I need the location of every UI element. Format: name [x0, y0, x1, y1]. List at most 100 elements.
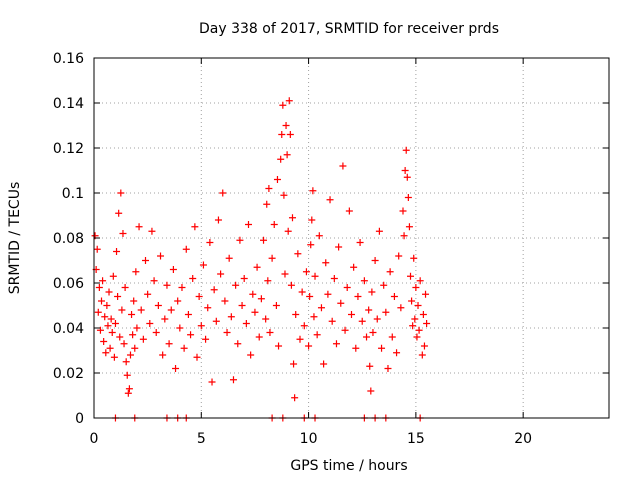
data-point	[399, 207, 407, 215]
data-point	[101, 313, 109, 321]
y-tick-label: 0.14	[53, 96, 84, 112]
data-point	[174, 297, 182, 305]
data-point	[260, 236, 268, 244]
data-point	[182, 245, 190, 253]
data-point	[415, 326, 423, 334]
data-point	[287, 281, 295, 289]
data-point	[395, 252, 403, 260]
data-point	[119, 230, 127, 237]
data-point	[371, 257, 379, 264]
data-point	[326, 196, 334, 204]
data-point	[148, 227, 156, 235]
data-point	[234, 340, 242, 348]
data-point	[169, 266, 177, 273]
data-point	[187, 331, 195, 339]
data-point	[249, 290, 257, 298]
data-point	[315, 232, 323, 240]
data-point	[114, 293, 122, 300]
data-point	[354, 293, 362, 300]
data-point	[232, 281, 240, 289]
data-point	[157, 252, 165, 260]
y-tick-label: 0.1	[62, 186, 84, 202]
data-point	[306, 293, 314, 300]
data-point	[277, 155, 285, 163]
data-point	[268, 254, 276, 262]
y-tick-label: 0.12	[53, 141, 84, 157]
data-point	[328, 317, 336, 325]
data-point	[358, 317, 366, 325]
y-tick-label: 0.06	[53, 276, 84, 292]
data-point	[221, 297, 229, 305]
data-point	[229, 376, 237, 384]
data-point	[400, 232, 408, 240]
data-point	[219, 189, 227, 197]
chart-title: Day 338 of 2017, SRMTID for receiver prd…	[199, 21, 499, 37]
x-tick-label: 20	[514, 431, 532, 447]
data-point	[142, 257, 149, 264]
data-point	[139, 335, 147, 343]
data-point	[419, 311, 427, 318]
data-point	[263, 200, 271, 208]
y-tick-label: 0	[75, 411, 84, 427]
data-point	[282, 122, 290, 129]
data-point	[118, 306, 126, 314]
data-point	[247, 351, 255, 359]
data-point	[367, 387, 375, 395]
data-point	[262, 315, 270, 323]
data-point	[360, 277, 368, 285]
data-point	[163, 281, 171, 289]
data-point	[343, 284, 351, 291]
data-point	[311, 272, 319, 280]
data-point	[337, 299, 345, 307]
data-point	[133, 324, 141, 332]
data-point	[214, 216, 222, 224]
data-point	[294, 250, 302, 258]
data-point	[132, 268, 140, 276]
data-point	[130, 297, 138, 305]
data-point	[407, 272, 415, 280]
data-point	[345, 207, 353, 215]
data-point	[144, 290, 152, 298]
data-point	[105, 288, 113, 296]
data-point	[95, 284, 103, 291]
data-point	[242, 320, 250, 327]
data-point	[104, 322, 112, 330]
data-point	[103, 302, 111, 309]
data-point	[363, 333, 371, 341]
data-point	[206, 239, 214, 246]
data-point	[310, 313, 318, 321]
y-tick-label: 0.16	[53, 51, 84, 67]
data-point	[278, 131, 286, 138]
data-point	[146, 320, 154, 327]
data-point	[93, 245, 101, 253]
data-point	[409, 322, 417, 330]
data-point	[129, 331, 137, 339]
data-point	[386, 268, 394, 276]
y-tick-label: 0.08	[53, 231, 84, 247]
data-point	[197, 322, 205, 330]
data-point	[341, 326, 349, 334]
data-point	[204, 304, 212, 312]
data-point	[322, 259, 330, 267]
data-point	[94, 308, 102, 316]
data-point	[172, 365, 180, 372]
data-point	[270, 221, 278, 228]
y-axis-label: SRMTID / TECUs	[7, 182, 23, 295]
data-point	[335, 243, 343, 251]
grid-lines	[94, 58, 609, 418]
data-point	[240, 275, 248, 282]
data-point	[121, 284, 129, 291]
plot-frame	[93, 57, 610, 419]
data-point	[120, 340, 128, 348]
data-point	[193, 353, 201, 361]
data-point	[330, 275, 338, 282]
data-point	[410, 254, 418, 262]
data-point	[307, 241, 315, 249]
data-point	[107, 315, 115, 323]
data-point	[296, 335, 304, 343]
data-point	[412, 284, 420, 291]
data-point	[397, 304, 405, 312]
data-point	[418, 351, 426, 359]
data-point	[373, 315, 381, 323]
data-point	[324, 290, 332, 298]
